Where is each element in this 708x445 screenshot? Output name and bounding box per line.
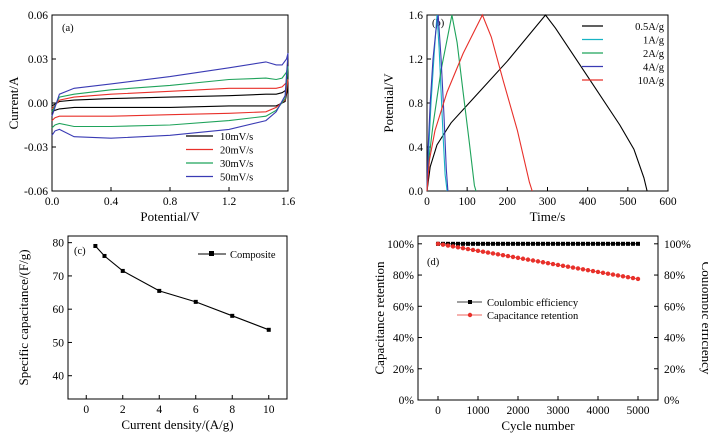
y-tick-label: 60 bbox=[53, 304, 65, 316]
panel-label: (a) bbox=[62, 23, 74, 34]
x-tick-label: 600 bbox=[659, 196, 677, 208]
y-tick-label: -0.03 bbox=[24, 142, 48, 154]
y-right-tick-label: 20% bbox=[664, 364, 686, 376]
y-tick-label: -0.06 bbox=[24, 186, 48, 198]
series-line bbox=[426, 14, 648, 192]
series-line bbox=[51, 66, 289, 129]
y-right-tick-label: 60% bbox=[664, 301, 686, 313]
y-right-tick-label: 40% bbox=[664, 333, 686, 345]
x-tick-label: 0.8 bbox=[163, 196, 178, 208]
series-line bbox=[51, 86, 289, 113]
legend-marker bbox=[467, 312, 473, 318]
x-tick-label: 200 bbox=[499, 196, 517, 208]
data-point bbox=[120, 268, 125, 273]
y-tick-label: 20% bbox=[393, 364, 415, 376]
y-axis-label: Current/A bbox=[6, 76, 21, 129]
x-tick-label: 0 bbox=[435, 405, 441, 417]
x-tick-label: 500 bbox=[619, 196, 637, 208]
y-tick-label: 0.06 bbox=[28, 10, 48, 22]
x-tick-label: 5000 bbox=[627, 405, 650, 417]
x-axis-label: Time/s bbox=[530, 209, 566, 224]
y-tick-label: 0% bbox=[399, 395, 415, 407]
x-tick-label: 8 bbox=[229, 404, 235, 416]
y-right-tick-label: 100% bbox=[664, 239, 691, 251]
legend-label: 0.5A/g bbox=[635, 22, 665, 33]
panel-label: (d) bbox=[427, 257, 440, 268]
y-right-tick-label: 80% bbox=[664, 270, 686, 282]
x-axis-label: Current density/(A/g) bbox=[121, 417, 233, 432]
legend-label: 1A/g bbox=[643, 36, 665, 47]
series-line bbox=[437, 243, 639, 280]
y-axis-label: Capacitance retention bbox=[372, 261, 387, 374]
y-tick-label: 70 bbox=[53, 271, 65, 283]
data-point bbox=[230, 313, 235, 318]
x-tick-label: 4000 bbox=[587, 405, 610, 417]
series-line bbox=[426, 14, 449, 192]
legend-label: Capacitance retention bbox=[487, 311, 579, 322]
y-tick-label: 40% bbox=[393, 333, 415, 345]
y-tick-label: 0.03 bbox=[28, 54, 48, 66]
y-axis-label: Specific capacitance/(F/g) bbox=[16, 249, 31, 385]
x-tick-label: 2000 bbox=[507, 405, 530, 417]
legend-label: 20mV/s bbox=[220, 146, 253, 157]
x-tick-label: 0 bbox=[424, 196, 430, 208]
x-tick-label: 0 bbox=[83, 404, 89, 416]
y-tick-label: 1.2 bbox=[409, 54, 424, 66]
legend-label: Coulombic efficiency bbox=[487, 298, 579, 309]
y-axis-label: Potential/V bbox=[381, 73, 396, 133]
y-tick-label: 0.8 bbox=[409, 98, 424, 110]
y-tick-label: 100% bbox=[387, 239, 414, 251]
data-point bbox=[193, 299, 198, 304]
y-tick-label: 50 bbox=[53, 337, 65, 349]
x-tick-label: 1.6 bbox=[281, 196, 296, 208]
y-tick-label: 80 bbox=[53, 238, 65, 250]
legend-label: 10A/g bbox=[638, 76, 665, 87]
y-right-tick-label: 0% bbox=[664, 395, 680, 407]
data-point bbox=[93, 243, 98, 248]
x-tick-label: 1.2 bbox=[222, 196, 237, 208]
panel-label: (c) bbox=[74, 246, 86, 257]
y-right-axis-label: Coulombic efficiency bbox=[699, 262, 708, 375]
y-tick-label: 80% bbox=[393, 270, 415, 282]
series-line bbox=[51, 79, 289, 121]
y-tick-label: 60% bbox=[393, 301, 415, 313]
series-line bbox=[426, 14, 448, 192]
data-point bbox=[157, 288, 162, 293]
x-tick-label: 6 bbox=[193, 404, 199, 416]
data-point bbox=[102, 253, 107, 258]
legend-label: 2A/g bbox=[643, 49, 665, 60]
x-tick-label: 100 bbox=[459, 196, 477, 208]
y-tick-label: 40 bbox=[53, 371, 65, 383]
x-tick-label: 2 bbox=[120, 404, 126, 416]
legend-marker bbox=[468, 300, 472, 304]
x-tick-label: 300 bbox=[539, 196, 557, 208]
legend-label: 30mV/s bbox=[220, 159, 253, 170]
x-tick-label: 3000 bbox=[547, 405, 570, 417]
x-tick-label: 1000 bbox=[467, 405, 490, 417]
x-tick-label: 0.4 bbox=[104, 196, 119, 208]
y-tick-label: 1.6 bbox=[409, 10, 424, 22]
x-tick-label: 0.0 bbox=[45, 196, 60, 208]
series-line bbox=[426, 13, 533, 192]
y-tick-label: 0.00 bbox=[28, 98, 48, 110]
x-tick-label: 4 bbox=[156, 404, 162, 416]
data-point bbox=[266, 327, 271, 332]
legend-marker bbox=[209, 251, 214, 256]
plot-frame bbox=[417, 235, 659, 401]
plot-frame bbox=[426, 14, 669, 192]
x-axis-label: Potential/V bbox=[140, 209, 200, 224]
legend-label: 50mV/s bbox=[220, 173, 253, 184]
series-line bbox=[51, 52, 289, 139]
y-tick-label: 0.4 bbox=[409, 142, 424, 154]
series-line bbox=[426, 14, 477, 192]
x-axis-label: Cycle number bbox=[501, 418, 575, 433]
legend-label: 10mV/s bbox=[220, 132, 253, 143]
x-tick-label: 400 bbox=[579, 196, 597, 208]
legend-label: Composite bbox=[230, 250, 276, 261]
y-tick-label: 0.0 bbox=[409, 186, 424, 198]
plot-frame bbox=[67, 235, 288, 400]
legend-label: 4A/g bbox=[643, 63, 665, 74]
x-tick-label: 10 bbox=[263, 404, 275, 416]
